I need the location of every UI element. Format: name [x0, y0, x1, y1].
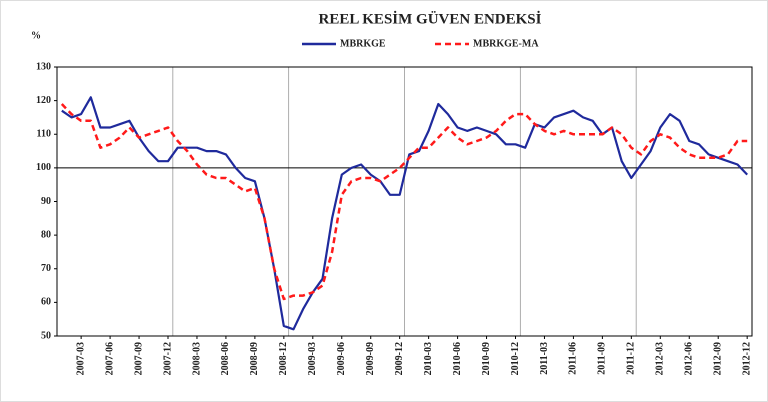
legend-label: MBRKGE-MA	[473, 38, 539, 49]
x-tick-label: 2009-06	[336, 342, 347, 375]
x-tick-label: 2008-06	[220, 342, 231, 375]
x-tick-label: 2007-12	[162, 342, 173, 375]
x-tick-label: 2009-09	[365, 342, 376, 375]
x-tick-label: 2009-03	[307, 342, 318, 375]
x-tick-label: 2008-09	[249, 342, 260, 375]
y-tick-label: 80	[41, 229, 51, 240]
x-tick-label: 2008-03	[191, 342, 202, 375]
chart-title: REEL KESİM GÜVEN ENDEKSİ	[319, 10, 542, 27]
plot-area	[56, 66, 753, 337]
y-tick-label: 60	[41, 297, 51, 308]
y-tick-label: 130	[36, 61, 51, 72]
x-tick-label: 2010-12	[510, 342, 521, 375]
legend-label: MBRKGE	[340, 38, 386, 49]
x-tick-label: 2011-06	[568, 342, 579, 375]
x-tick-label: 2012-12	[741, 342, 752, 375]
x-tick-label: 2010-03	[423, 342, 434, 375]
y-tick-label: 90	[41, 196, 51, 207]
x-tick-label: 2008-12	[278, 342, 289, 375]
y-tick-label: 100	[36, 162, 51, 173]
x-tick-label: 2011-12	[626, 342, 637, 375]
x-tick-label: 2009-12	[394, 342, 405, 375]
x-tick-label: 2011-09	[597, 342, 608, 375]
y-axis-label: %	[31, 30, 41, 41]
series-line	[61, 96, 748, 331]
y-tick-label: 110	[37, 129, 51, 140]
x-tick-label: 2012-09	[713, 342, 724, 375]
x-tick-label: 2010-06	[452, 342, 463, 375]
x-tick-label: 2012-03	[655, 342, 666, 375]
series-line	[60, 103, 748, 301]
y-tick-label: 120	[36, 95, 51, 106]
x-tick-label: 2010-09	[481, 342, 492, 375]
y-tick-label: 50	[41, 330, 51, 341]
y-tick-label: 70	[41, 263, 51, 274]
x-tick-label: 2007-09	[133, 342, 144, 375]
x-tick-label: 2007-06	[104, 342, 115, 375]
x-tick-label: 2007-03	[75, 342, 86, 375]
x-tick-label: 2012-06	[684, 342, 695, 375]
x-tick-label: 2011-03	[539, 342, 550, 375]
